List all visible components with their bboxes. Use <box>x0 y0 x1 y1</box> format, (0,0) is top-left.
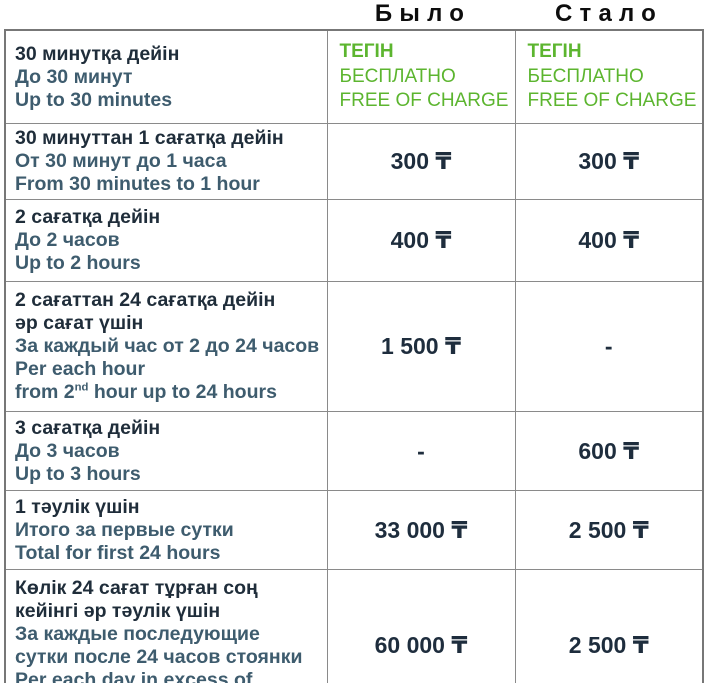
column-header-was: Было <box>374 0 472 27</box>
table-row: 2 сағаттан 24 сағатқа дейін әр сағат үші… <box>4 281 704 412</box>
duration-label-cell: 2 сағаттан 24 сағатқа дейін әр сағат үші… <box>4 281 328 412</box>
free-label-english: FREE OF CHARGE <box>527 90 697 112</box>
free-label-kazakh: ТЕГІН <box>339 41 394 63</box>
price-was: 33 000 ₸ <box>374 516 468 543</box>
tariff-table: 30 минутқа дейін До 30 минут Up to 30 mi… <box>4 29 704 683</box>
duration-label-cell: 30 минуттан 1 сағатқа дейін От 30 минут … <box>4 123 328 200</box>
table-row: Көлік 24 сағат тұрған соң кейінгі әр тәу… <box>4 569 704 683</box>
became-value-cell: 2 500 ₸ <box>514 490 704 570</box>
label-kazakh: әр сағат үшін <box>15 312 144 334</box>
label-russian: За каждый час от 2 до 24 часов <box>15 335 320 357</box>
free-label-english: FREE OF CHARGE <box>339 90 509 112</box>
label-kazakh: кейінгі әр тәулік үшін <box>15 599 221 622</box>
was-value-cell: 1 500 ₸ <box>326 281 516 412</box>
label-kazakh: 30 минуттан 1 сағатқа дейін <box>15 127 284 149</box>
was-value-cell: ТЕГІН БЕСПЛАТНО FREE OF CHARGE <box>326 29 516 124</box>
became-value-cell: ТЕГІН БЕСПЛАТНО FREE OF CHARGE <box>514 29 704 124</box>
price-was: 400 ₸ <box>390 227 452 253</box>
was-value-cell: - <box>326 411 516 491</box>
label-russian: Итого за первые сутки <box>15 518 234 541</box>
duration-label-cell: 30 минутқа дейін До 30 минут Up to 30 mi… <box>4 29 328 124</box>
label-english: Up to 3 hours <box>15 462 141 485</box>
was-value-cell: 300 ₸ <box>326 123 516 200</box>
label-kazakh: Көлік 24 сағат тұрған соң <box>15 576 258 599</box>
was-value-cell: 400 ₸ <box>326 199 516 282</box>
was-value-cell: 60 000 ₸ <box>326 569 516 683</box>
free-label-russian: БЕСПЛАТНО <box>527 65 644 87</box>
table-row: 30 минутқа дейін До 30 минут Up to 30 mi… <box>4 29 704 124</box>
became-value-cell: 400 ₸ <box>514 199 704 282</box>
price-became: 300 ₸ <box>578 148 640 174</box>
label-english: From 30 minutes to 1 hour <box>15 173 260 195</box>
became-value-cell: 2 500 ₸ <box>514 569 704 683</box>
duration-label-cell: 2 сағатқа дейін До 2 часов Up to 2 hours <box>4 199 328 282</box>
price-was: 1 500 ₸ <box>381 333 461 359</box>
label-kazakh: 30 минутқа дейін <box>15 42 180 65</box>
duration-label-cell: Көлік 24 сағат тұрған соң кейінгі әр тәу… <box>4 569 328 683</box>
price-became: 2 500 ₸ <box>568 632 649 658</box>
price-was: 300 ₸ <box>390 148 452 174</box>
label-english: from 2nd hour up to 24 hours <box>15 381 277 403</box>
label-russian: До 3 часов <box>15 439 120 462</box>
became-value-cell: 600 ₸ <box>514 411 704 491</box>
price-became: 2 500 ₸ <box>568 516 649 543</box>
label-russian: сутки после 24 часов стоянки <box>15 645 303 668</box>
duration-label-cell: 3 сағатқа дейін До 3 часов Up to 3 hours <box>4 411 328 491</box>
table-row: 30 минуттан 1 сағатқа дейін От 30 минут … <box>4 123 704 200</box>
label-english: Total for first 24 hours <box>15 541 221 564</box>
table-row: 2 сағатқа дейін До 2 часов Up to 2 hours… <box>4 199 704 282</box>
table-row: 1 тәулік үшін Итого за первые сутки Tota… <box>4 490 704 570</box>
free-label-kazakh: ТЕГІН <box>527 41 582 63</box>
price-became: 600 ₸ <box>578 437 640 464</box>
was-value-cell: 33 000 ₸ <box>326 490 516 570</box>
label-english: Up to 30 minutes <box>15 88 173 111</box>
free-label-russian: БЕСПЛАТНО <box>339 65 456 87</box>
price-became: - <box>604 333 613 359</box>
label-kazakh: 3 сағатқа дейін <box>15 416 161 439</box>
label-kazakh: 2 сағатқа дейін <box>15 206 161 228</box>
table-row: 3 сағатқа дейін До 3 часов Up to 3 hours… <box>4 411 704 491</box>
label-russian: От 30 минут до 1 часа <box>15 150 227 172</box>
label-russian: До 30 минут <box>15 65 133 88</box>
label-russian: За каждые последующие <box>15 622 260 645</box>
label-russian: До 2 часов <box>15 229 120 251</box>
column-header-became: Стало <box>554 0 664 27</box>
column-headers: Было Стало <box>0 0 705 29</box>
label-english: Per each day in excess of <box>15 668 253 683</box>
duration-label-cell: 1 тәулік үшін Итого за первые сутки Tota… <box>4 490 328 570</box>
ordinal-superscript: nd <box>74 381 89 394</box>
price-became: 400 ₸ <box>578 227 640 253</box>
became-value-cell: 300 ₸ <box>514 123 704 200</box>
price-was: 60 000 ₸ <box>374 632 468 658</box>
label-kazakh: 2 сағаттан 24 сағатқа дейін <box>15 289 276 311</box>
label-kazakh: 1 тәулік үшін <box>15 495 140 518</box>
became-value-cell: - <box>514 281 704 412</box>
label-english: Per each hour <box>15 358 146 380</box>
price-was: - <box>417 437 425 464</box>
label-english: Up to 2 hours <box>15 252 141 274</box>
